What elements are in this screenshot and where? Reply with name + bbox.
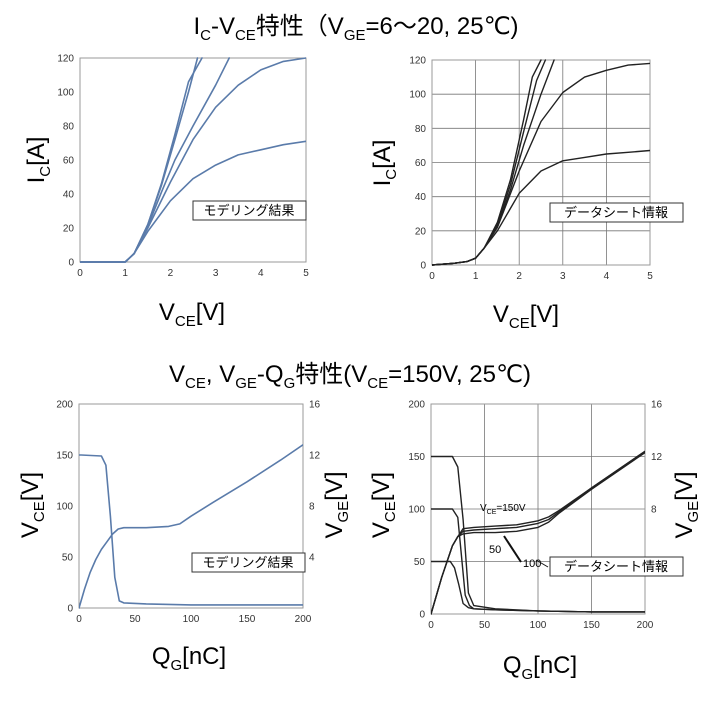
y-tick-label: 50	[414, 557, 426, 568]
x-tick-label: 2	[516, 271, 522, 282]
vce-vge-qg-model-chart: 0 50 100 150 200 0 50 100 150 200 4 8 12 16	[56, 400, 320, 626]
x-tick-label: 3	[213, 268, 219, 279]
series-line	[80, 140, 306, 263]
label-50: 50	[489, 544, 501, 556]
top-section-title: IC-VCE特性（VGE=6～20, 25℃)	[193, 13, 518, 44]
right-y-tick-label: 4	[309, 553, 315, 564]
y-tick-label: 0	[419, 610, 425, 621]
modeling-result-tag: モデリング結果	[192, 200, 307, 221]
series-line	[431, 560, 645, 613]
x-tick-label: 4	[604, 271, 610, 282]
y-tick-label: 100	[409, 90, 426, 101]
x-tick-label: 0	[77, 268, 83, 279]
modeling-result-tag: モデリング結果	[191, 552, 306, 573]
y-tick-label: 20	[415, 226, 427, 237]
y-axis-label: IC[A]	[369, 140, 400, 187]
y-tick-label: 100	[56, 502, 73, 513]
x-tick-label: 1	[122, 268, 128, 279]
datasheet-info-tag: データシート情報	[549, 202, 684, 223]
right-y-tick-label: 16	[651, 400, 663, 411]
x-tick-label: 50	[129, 614, 141, 625]
y-tick-label: 80	[63, 122, 75, 133]
vce-vge-qg-datasheet-chart: 0 50 100 150 200 0 50 100 150 200 8 12 16	[408, 400, 662, 632]
y-tick-label: 200	[408, 400, 425, 411]
y-tick-label: 40	[63, 190, 75, 201]
svg-text:モデリング結果: モデリング結果	[203, 203, 294, 218]
x-tick-label: 0	[429, 271, 435, 282]
series-line	[80, 57, 203, 263]
x-tick-label: 0	[76, 614, 82, 625]
y-tick-label: 100	[408, 505, 425, 516]
y-axis-label: IC[A]	[23, 137, 54, 184]
right-y-axis-label: VGE[V]	[321, 471, 352, 538]
x-tick-label: 5	[647, 271, 653, 282]
bottom-section-title: VCE, VGE-QG特性(VCE=150V, 25℃)	[169, 361, 531, 392]
plot-frame	[78, 403, 304, 609]
series-line	[79, 454, 303, 606]
svg-text:データシート情報: データシート情報	[564, 205, 668, 220]
y-tick-label: 200	[56, 400, 73, 411]
left-y-axis-label: VCE[V]	[17, 472, 48, 538]
ic-vce-model-chart: 0 1 2 3 4 5 0 20 40 60 80 100 120	[57, 54, 309, 280]
series-line	[431, 450, 645, 615]
svg-text:データシート情報: データシート情報	[564, 559, 668, 574]
y-tick-label: 0	[420, 261, 426, 272]
series-line	[80, 57, 199, 263]
y-tick-label: 20	[63, 224, 75, 235]
x-axis-label: QG[nC]	[503, 652, 577, 683]
x-tick-label: 1	[473, 271, 479, 282]
x-axis-label: VCE[V]	[159, 299, 225, 330]
y-tick-label: 0	[67, 604, 73, 615]
y-tick-label: 100	[57, 88, 74, 99]
series-line	[80, 57, 230, 263]
x-tick-label: 150	[583, 620, 600, 631]
y-tick-label: 120	[57, 54, 74, 65]
y-tick-label: 80	[415, 124, 427, 135]
y-tick-label: 40	[415, 192, 427, 203]
vce-150v-annotation: VCE=150V	[480, 503, 526, 516]
plot-frame	[79, 57, 307, 263]
datasheet-info-tag: データシート情報	[549, 556, 684, 577]
x-tick-label: 200	[637, 620, 654, 631]
y-tick-label: 50	[62, 553, 74, 564]
series-line	[80, 57, 306, 263]
y-tick-label: 0	[68, 258, 74, 269]
right-y-tick-label: 12	[651, 452, 663, 463]
svg-text:モデリング結果: モデリング結果	[202, 555, 293, 570]
right-y-tick-label: 8	[309, 502, 315, 513]
x-tick-label: 200	[295, 614, 312, 625]
x-tick-label: 50	[479, 620, 491, 631]
x-tick-label: 100	[530, 620, 547, 631]
series-line	[432, 149, 650, 266]
y-tick-label: 150	[56, 451, 73, 462]
right-y-axis-label: VGE[V]	[671, 471, 702, 538]
x-tick-label: 5	[303, 268, 309, 279]
x-tick-label: 2	[168, 268, 174, 279]
y-tick-label: 150	[408, 452, 425, 463]
right-y-tick-label: 16	[309, 400, 321, 411]
y-tick-label: 60	[415, 158, 427, 169]
label-100: 100	[523, 558, 541, 570]
right-y-tick-label: 12	[309, 451, 321, 462]
x-tick-label: 0	[428, 620, 434, 631]
x-tick-label: 4	[258, 268, 264, 279]
right-y-tick-label: 8	[651, 505, 657, 516]
x-tick-label: 3	[560, 271, 566, 282]
series-line	[79, 443, 303, 609]
annotation-leader-line	[535, 559, 549, 568]
left-y-axis-label: VCE[V]	[368, 472, 399, 538]
ic-vce-datasheet-chart: 0 1 2 3 4 5 0 20 40 60 80 100 120	[409, 56, 653, 283]
x-axis-label: QG[nC]	[152, 643, 226, 674]
x-tick-label: 150	[239, 614, 256, 625]
y-tick-label: 60	[63, 156, 75, 167]
y-tick-label: 120	[409, 56, 426, 67]
x-tick-label: 100	[183, 614, 200, 625]
x-axis-label: VCE[V]	[493, 301, 559, 332]
annotation-leader-line	[503, 535, 522, 563]
